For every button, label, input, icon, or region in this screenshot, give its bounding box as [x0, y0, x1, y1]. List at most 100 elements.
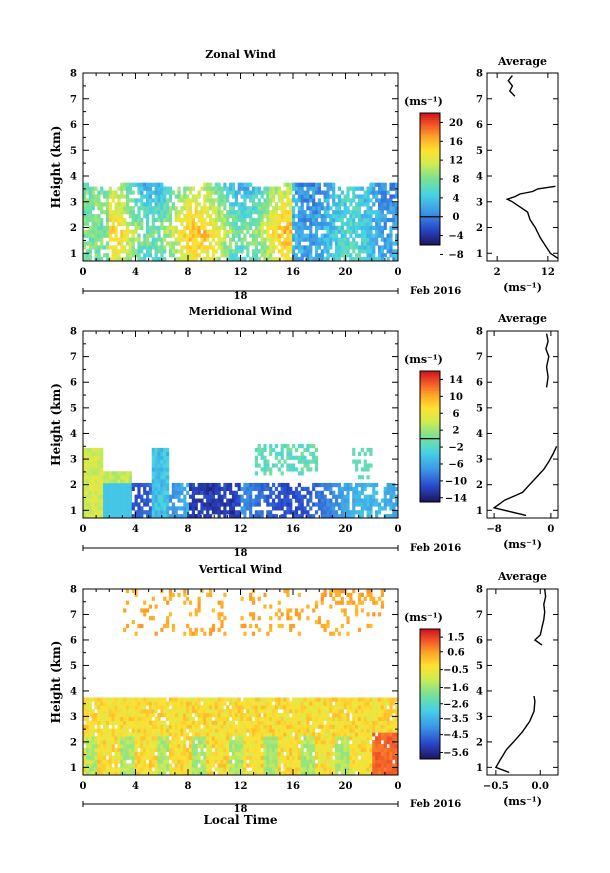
heatmap-cell — [123, 510, 127, 515]
heatmap-cell — [326, 233, 330, 238]
heatmap-cell — [377, 210, 382, 215]
heatmap-cell — [97, 190, 101, 195]
heatmap-cell — [114, 755, 118, 760]
heatmap-cell — [280, 502, 284, 507]
heatmap-cell — [131, 514, 135, 519]
heatmap-cell — [166, 217, 170, 223]
heatmap-cell — [352, 190, 356, 195]
heatmap-cell — [128, 214, 132, 219]
heatmap-cell — [329, 697, 333, 702]
heatmap-cell — [174, 490, 178, 495]
heatmap-cell — [163, 471, 167, 476]
heatmap-cell — [234, 514, 238, 519]
heatmap-cell — [91, 245, 95, 250]
heatmap-cell — [203, 751, 207, 756]
heatmap-cell — [157, 720, 161, 725]
heatmap-cell — [148, 697, 153, 702]
heatmap-cell — [340, 237, 344, 242]
heatmap-cell — [209, 190, 213, 195]
heatmap-cell — [346, 249, 350, 254]
heatmap-cell — [266, 249, 270, 254]
heatmap-cell — [128, 494, 132, 499]
heatmap-cell — [306, 697, 310, 702]
heatmap-cell — [240, 217, 244, 223]
heatmap-cell — [323, 751, 327, 756]
heatmap-cell — [209, 744, 213, 749]
heatmap-cell — [140, 217, 144, 223]
heatmap-cell — [94, 245, 98, 250]
heatmap-cell — [369, 198, 373, 203]
heatmap-cell — [323, 214, 327, 219]
heatmap-cell — [229, 249, 233, 254]
heatmap-cell — [274, 210, 279, 215]
heatmap-cell — [254, 447, 258, 453]
heatmap-cell — [128, 229, 132, 234]
heatmap-cell — [134, 214, 138, 219]
heatmap-cell — [240, 241, 244, 246]
heatmap-cell — [125, 241, 130, 246]
colorbar-swatch — [420, 218, 440, 222]
heatmap-cell — [243, 716, 247, 722]
heatmap-cell — [269, 616, 273, 621]
heatmap-cell — [117, 697, 121, 702]
heatmap-cell — [306, 253, 310, 258]
heatmap-cell — [217, 229, 221, 234]
heatmap-cell — [163, 217, 167, 223]
heatmap-cell — [326, 198, 330, 203]
heatmap-cell — [163, 214, 167, 219]
heatmap-cell — [157, 467, 161, 472]
heatmap-cell — [366, 475, 370, 480]
heatmap-cell — [186, 198, 190, 203]
heatmap-cell — [249, 747, 253, 753]
heatmap-cell — [314, 245, 319, 250]
heatmap-cell — [188, 744, 193, 749]
heatmap-cell — [146, 210, 150, 215]
x-tick-label: 16 — [286, 267, 300, 278]
heatmap-cell — [246, 498, 250, 503]
heatmap-cell — [289, 763, 293, 768]
heatmap-cell — [286, 755, 290, 760]
heatmap-cell — [160, 237, 164, 242]
heatmap-cell — [286, 763, 290, 768]
heatmap-cell — [157, 767, 161, 772]
y-axis-label: Height (km) — [49, 383, 63, 466]
heatmap-cell — [111, 502, 115, 507]
heatmap-cell — [277, 705, 281, 710]
heatmap-cell — [286, 443, 290, 449]
heatmap-cell — [380, 229, 384, 234]
heatmap-cell — [117, 751, 121, 756]
heatmap-cell — [94, 490, 98, 495]
heatmap-cell — [123, 471, 127, 476]
heatmap-cell — [363, 194, 367, 199]
heatmap-cell — [197, 486, 201, 492]
heatmap-cell — [320, 763, 324, 768]
heatmap-cell — [377, 202, 382, 207]
heatmap-cell — [117, 705, 121, 710]
heatmap-cell — [146, 253, 150, 258]
heatmap-cell — [137, 720, 141, 725]
heatmap-cell — [157, 759, 161, 764]
heatmap-cell — [88, 245, 92, 250]
heatmap-cell — [283, 716, 287, 722]
heatmap-cell — [312, 759, 316, 764]
heatmap-cell — [263, 744, 267, 749]
heatmap-cell — [286, 202, 290, 207]
heatmap-cell — [94, 253, 98, 258]
heatmap-cell — [343, 486, 347, 492]
colorbar-swatch — [420, 399, 440, 402]
heatmap-cell — [231, 233, 236, 238]
heatmap-cell — [206, 510, 210, 515]
heatmap-cell — [148, 229, 153, 234]
heatmap-cell — [217, 257, 221, 262]
heatmap-cell — [160, 471, 164, 476]
heatmap-cell — [246, 245, 250, 250]
heatmap-cell — [377, 502, 382, 507]
heatmap-cell — [180, 732, 184, 737]
heatmap-cell — [148, 206, 153, 211]
heatmap-cell — [151, 206, 155, 211]
heatmap-cell — [137, 490, 141, 495]
heatmap-cell — [300, 716, 304, 722]
heatmap-cell — [249, 225, 253, 230]
heatmap-cell — [243, 202, 247, 207]
heatmap-cell — [269, 210, 273, 215]
